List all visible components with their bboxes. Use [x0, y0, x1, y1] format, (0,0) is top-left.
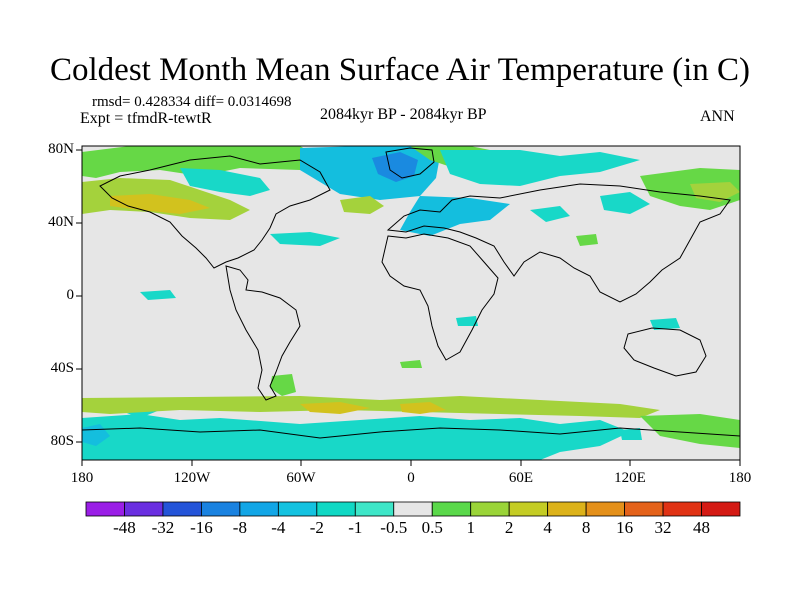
colorbar-swatch: [662, 501, 702, 517]
coastlines: [82, 147, 740, 439]
colorbar-label: 32: [654, 518, 672, 537]
colorbar-label: -2: [309, 518, 324, 537]
anomaly-region: [690, 182, 740, 202]
colorbar-label: 16: [616, 518, 634, 537]
colorbar-label: -1: [348, 518, 363, 537]
lon-label: 120W: [173, 470, 211, 486]
colorbar-label: 4: [543, 518, 552, 537]
colorbar-label: 1: [466, 518, 475, 537]
colorbar-label: -0.5: [380, 518, 408, 537]
anomaly-region: [640, 414, 740, 448]
period-label: 2084kyr BP - 2084kyr BP: [320, 106, 487, 123]
anomaly-region: [650, 318, 680, 330]
colorbar-swatch: [431, 501, 472, 517]
experiment-label: Expt = tfmdR-tewtR: [80, 110, 212, 127]
colorbar-label: 48: [693, 518, 711, 537]
axis-ticks: [76, 149, 741, 466]
colorbar-swatch: [277, 501, 318, 517]
colorbar-label: 2: [504, 518, 514, 537]
colorbar-swatch: [124, 501, 164, 517]
anomaly-region: [372, 152, 418, 182]
colorbar-swatch: [85, 501, 125, 517]
lat-label: 40N: [48, 214, 74, 230]
lon-label: 180: [70, 470, 94, 486]
colorbar-swatch: [316, 501, 356, 517]
chart-title: Coldest Month Mean Surface Air Temperatu…: [50, 52, 750, 88]
anomaly-region: [340, 196, 384, 214]
anomaly-region: [140, 290, 176, 300]
lon-label: 60W: [286, 470, 316, 486]
colorbar-label: -4: [271, 518, 286, 537]
colorbar-swatch: [354, 501, 395, 517]
anomaly-region: [400, 402, 446, 414]
colorbar-swatch: [701, 501, 741, 517]
anomaly-region: [400, 360, 422, 368]
lon-label: 120E: [614, 470, 646, 486]
colorbar-label: 0.5: [421, 518, 443, 537]
colorbar: [85, 501, 741, 517]
anomaly-region: [270, 232, 340, 246]
lat-label: 80N: [48, 141, 74, 157]
colorbar-label: -32: [151, 518, 175, 537]
anomaly-region: [440, 150, 640, 186]
colorbar-label: -16: [190, 518, 213, 537]
season-label: ANN: [700, 108, 735, 125]
anomaly-region: [620, 428, 642, 440]
anomaly-region: [456, 316, 478, 326]
lat-label: 80S: [50, 433, 74, 449]
colorbar-label: 8: [581, 518, 591, 537]
lat-label: 0: [66, 287, 75, 303]
colorbar-swatch: [239, 501, 279, 517]
lon-label: 0: [407, 470, 415, 486]
anomaly-region: [180, 168, 270, 196]
lon-label: 60E: [508, 470, 534, 486]
anomaly-region: [270, 374, 296, 396]
anomaly-region: [82, 414, 630, 460]
anomaly-region: [600, 192, 650, 214]
colorbar-label: -8: [232, 518, 247, 537]
colorbar-swatch: [393, 501, 433, 517]
anomaly-region: [82, 146, 320, 178]
anomaly-region: [576, 234, 598, 246]
lon-label: 180: [728, 470, 752, 486]
colorbar-swatch: [470, 501, 510, 517]
anomaly-region: [300, 402, 370, 414]
colorbar-swatch: [162, 501, 202, 517]
anomaly-region: [82, 396, 660, 418]
anomaly-region: [530, 206, 570, 222]
colorbar-swatch: [624, 501, 664, 517]
lat-label: 40S: [50, 360, 74, 376]
colorbar-swatch: [585, 501, 625, 517]
colorbar-swatch: [201, 501, 241, 517]
anomaly-region: [110, 194, 210, 214]
colorbar-swatch: [547, 501, 587, 517]
colorbar-swatch: [508, 501, 549, 517]
stats-label: rmsd= 0.428334 diff= 0.0314698: [92, 94, 292, 110]
colorbar-label: -48: [113, 518, 136, 537]
